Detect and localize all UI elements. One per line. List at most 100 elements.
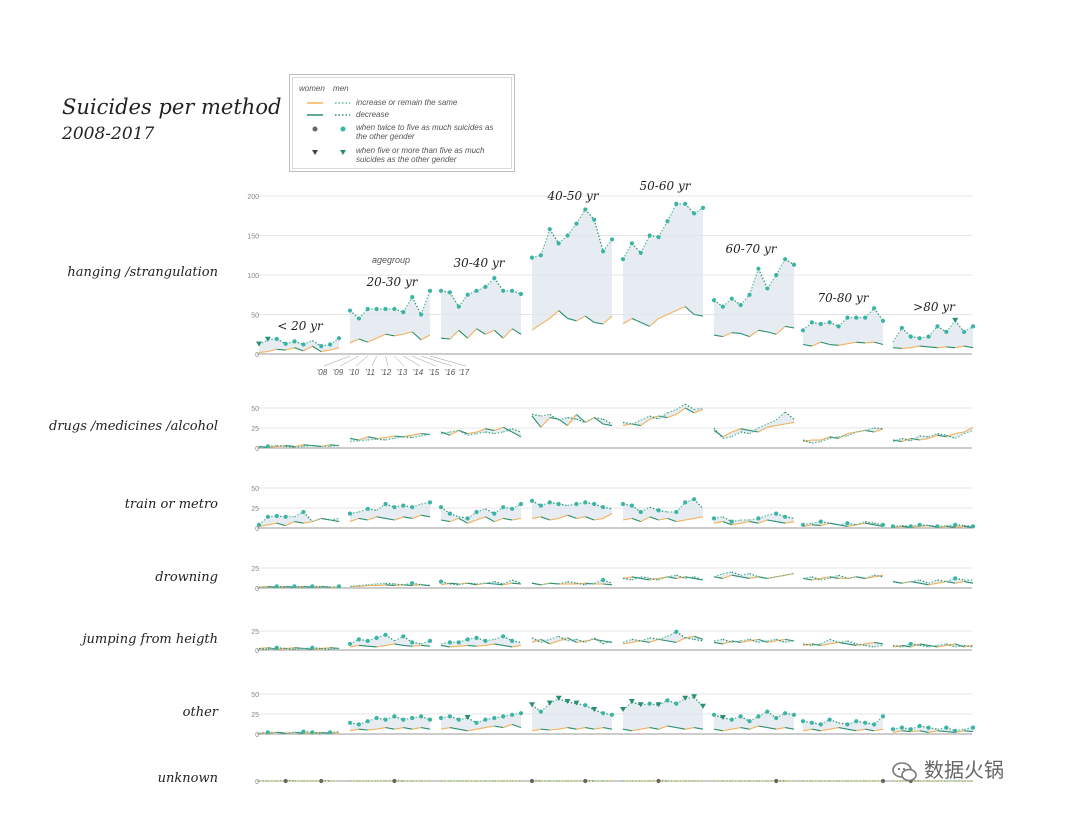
men-segment bbox=[785, 516, 795, 519]
women-segment bbox=[540, 417, 551, 428]
men-twice-marker bbox=[872, 722, 877, 727]
women-segment bbox=[919, 643, 929, 646]
men-twice-marker bbox=[292, 339, 297, 344]
men-segment bbox=[503, 428, 513, 433]
men-segment bbox=[494, 581, 504, 585]
men-segment bbox=[658, 576, 668, 581]
method-label: drugs /medicines /alcohol bbox=[49, 419, 218, 434]
women-segment bbox=[394, 333, 404, 337]
gap-band bbox=[893, 320, 973, 349]
men-segment bbox=[847, 576, 857, 579]
men-twice-marker bbox=[447, 290, 452, 295]
men-twice-marker bbox=[501, 714, 506, 719]
y-tick-label: 0 bbox=[255, 779, 259, 786]
men-twice-marker bbox=[783, 514, 788, 519]
men-twice-marker bbox=[601, 505, 606, 510]
women-segment bbox=[267, 348, 277, 353]
men-segment bbox=[684, 203, 695, 214]
men-segment bbox=[829, 522, 839, 526]
men-segment bbox=[731, 640, 741, 643]
men-twice-marker bbox=[818, 722, 823, 727]
men-twice-marker bbox=[274, 513, 279, 519]
gap-band bbox=[441, 713, 521, 731]
men-twice-marker bbox=[501, 634, 506, 639]
women-segment bbox=[865, 522, 875, 526]
women-segment bbox=[910, 345, 920, 349]
men-twice-marker bbox=[336, 584, 342, 589]
men-segment bbox=[276, 445, 286, 447]
women-segment bbox=[740, 428, 750, 431]
y-tick-label: 50 bbox=[251, 313, 259, 320]
women-segment bbox=[713, 334, 723, 338]
men-twice-marker bbox=[845, 722, 850, 727]
women-segment bbox=[349, 437, 359, 441]
women-segment bbox=[258, 351, 268, 353]
women-segment bbox=[294, 444, 304, 447]
men-twice-marker bbox=[356, 316, 361, 321]
women-segment bbox=[603, 423, 613, 427]
women-segment bbox=[367, 728, 377, 731]
men-segment bbox=[820, 437, 830, 443]
women-segment bbox=[585, 516, 595, 521]
women-segment bbox=[449, 727, 459, 730]
men-twice-marker bbox=[609, 712, 615, 717]
women-segment bbox=[649, 318, 659, 327]
women-segment bbox=[740, 521, 750, 524]
men-segment bbox=[312, 445, 322, 447]
men-twice-marker bbox=[310, 645, 315, 650]
men-twice-marker bbox=[863, 720, 868, 725]
women-segment bbox=[946, 581, 956, 584]
men-segment bbox=[549, 228, 560, 244]
women-segment bbox=[493, 329, 504, 339]
men-twice-marker bbox=[970, 524, 976, 529]
men-twice-marker bbox=[556, 241, 561, 246]
unknown-marker bbox=[319, 778, 324, 784]
women-segment bbox=[937, 644, 947, 648]
y-tick-label: 100 bbox=[247, 273, 259, 280]
men-segment bbox=[376, 438, 386, 441]
men-twice-marker bbox=[456, 640, 461, 645]
women-segment bbox=[892, 439, 902, 443]
men-segment bbox=[385, 582, 395, 585]
women-segment bbox=[749, 429, 759, 433]
women-segment bbox=[449, 517, 459, 523]
women-segment bbox=[440, 727, 450, 730]
gap-band bbox=[441, 427, 521, 437]
men-twice-marker bbox=[529, 498, 535, 503]
men-twice-marker bbox=[656, 508, 661, 513]
men-segment bbox=[412, 582, 422, 586]
women-segment bbox=[394, 727, 404, 730]
men-twice-marker bbox=[899, 725, 904, 730]
men-five-marker bbox=[719, 715, 726, 720]
women-segment bbox=[892, 730, 902, 733]
women-segment bbox=[412, 727, 422, 730]
men-twice-marker bbox=[474, 509, 479, 515]
women-segment bbox=[838, 343, 848, 346]
method-label: unknown bbox=[158, 771, 218, 786]
women-segment bbox=[485, 643, 495, 646]
women-segment bbox=[829, 727, 839, 730]
women-segment bbox=[785, 727, 795, 730]
men-segment bbox=[402, 296, 413, 313]
men-twice-marker bbox=[265, 444, 270, 449]
men-segment bbox=[603, 506, 613, 510]
women-segment bbox=[758, 519, 768, 524]
agegroup-label: 30-40 yr bbox=[454, 256, 506, 270]
women-segment bbox=[403, 644, 413, 647]
men-twice-marker bbox=[501, 505, 506, 510]
men-twice-marker bbox=[935, 524, 940, 529]
men-segment bbox=[758, 576, 768, 579]
women-segment bbox=[385, 333, 395, 337]
women-segment bbox=[865, 728, 875, 732]
men-segment bbox=[954, 320, 965, 333]
women-segment bbox=[358, 436, 368, 441]
women-segment bbox=[658, 638, 668, 642]
men-twice-marker bbox=[638, 250, 643, 255]
women-segment bbox=[531, 516, 541, 519]
agegroup-label: < 20 yr bbox=[277, 319, 324, 333]
year-label: '15 bbox=[429, 368, 440, 377]
women-segment bbox=[502, 426, 513, 433]
legend-women-dot bbox=[312, 126, 318, 132]
men-segment bbox=[945, 320, 956, 333]
men-twice-marker bbox=[483, 717, 488, 722]
